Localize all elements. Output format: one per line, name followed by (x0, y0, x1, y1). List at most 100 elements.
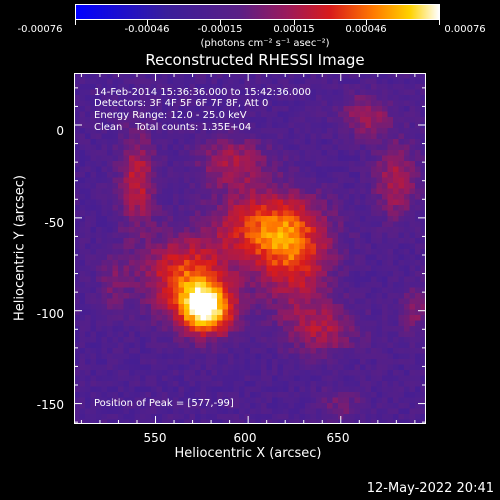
heatmap-cell (305, 260, 311, 266)
heatmap-cell (101, 177, 108, 184)
heatmap-cell (266, 232, 273, 239)
heatmap-cell (184, 353, 190, 360)
heatmap-cell (222, 144, 229, 151)
heatmap-cell (261, 381, 267, 387)
heatmap-cell (228, 375, 234, 382)
heatmap-cell (228, 232, 234, 239)
heatmap-cell (387, 232, 394, 239)
heatmap-cell (189, 122, 196, 129)
heatmap-cell (277, 419, 284, 424)
heatmap-cell (101, 370, 108, 376)
heatmap-cell (123, 293, 130, 299)
heatmap-cell (338, 282, 344, 288)
heatmap-cell (250, 172, 256, 178)
heatmap-cell (305, 293, 311, 299)
colorbar-gradient (76, 5, 439, 19)
heatmap-cell (151, 381, 157, 387)
heatmap-cell (420, 403, 426, 409)
heatmap-cell (96, 419, 102, 424)
heatmap-cell (206, 337, 212, 343)
heatmap-cell (211, 414, 218, 420)
heatmap-cell (332, 298, 339, 305)
heatmap-cell (228, 337, 234, 343)
heatmap-cell (173, 133, 179, 140)
heatmap-cell (85, 331, 91, 338)
heatmap-cell (233, 128, 240, 134)
heatmap-cell (145, 249, 152, 255)
heatmap-cell (178, 177, 185, 184)
heatmap-cell (261, 216, 267, 222)
heatmap-cell (277, 238, 284, 244)
heatmap-cell (277, 254, 284, 261)
heatmap-cell (261, 194, 267, 200)
heatmap-cell (178, 331, 185, 338)
heatmap-cell (354, 84, 361, 90)
heatmap-cell (310, 309, 317, 316)
heatmap-cell (228, 199, 234, 206)
heatmap-cell (233, 397, 240, 404)
heatmap-cell (233, 271, 240, 277)
heatmap-cell (217, 232, 223, 239)
heatmap-cell (195, 293, 201, 299)
heatmap-cell (376, 172, 383, 178)
heatmap-cell (343, 282, 350, 288)
heatmap-cell (261, 161, 267, 167)
heatmap-cell (365, 216, 372, 222)
heatmap-cell (310, 183, 317, 189)
heatmap-cell (118, 238, 124, 244)
heatmap-cell (178, 381, 185, 387)
heatmap-cell (178, 172, 185, 178)
heatmap-cell (354, 155, 361, 162)
heatmap-cell (112, 381, 119, 387)
heatmap-cell (272, 326, 278, 332)
heatmap-cell (327, 144, 333, 151)
heatmap-cell (343, 315, 350, 321)
heatmap-cell (349, 133, 355, 140)
heatmap-cell (173, 111, 179, 118)
heatmap-cell (387, 227, 394, 233)
heatmap-cell (123, 282, 130, 288)
heatmap-cell (321, 100, 328, 107)
heatmap-cell (85, 403, 91, 409)
heatmap-cell (118, 232, 124, 239)
heatmap-cell (360, 392, 366, 398)
heatmap-cell (261, 353, 267, 360)
heatmap-cell (173, 128, 179, 134)
heatmap-cell (354, 375, 361, 382)
heatmap-cell (261, 166, 267, 173)
energy-range-label: Energy Range: 12.0 - 25.0 keV (94, 110, 247, 121)
heatmap-cell (90, 276, 97, 283)
heatmap-cell (162, 348, 168, 354)
heatmap-cell (239, 260, 245, 266)
heatmap-cell (156, 337, 163, 343)
heatmap-cell (354, 293, 361, 299)
heatmap-cell (354, 326, 361, 332)
heatmap-cell (299, 326, 306, 332)
heatmap-cell (90, 111, 97, 118)
heatmap-cell (277, 249, 284, 255)
heatmap-cell (244, 133, 251, 140)
heatmap-cell (151, 353, 157, 360)
heatmap-cell (266, 73, 273, 79)
heatmap-cell (123, 172, 130, 178)
heatmap-cell (222, 216, 229, 222)
heatmap-cell (140, 342, 146, 349)
heatmap-cell (211, 320, 218, 327)
heatmap-cell (134, 221, 141, 228)
heatmap-cell (101, 359, 108, 365)
heatmap-cell (151, 392, 157, 398)
heatmap-cell (404, 205, 410, 211)
heatmap-cell (327, 249, 333, 255)
heatmap-cell (288, 111, 295, 118)
heatmap-cell (173, 205, 179, 211)
heatmap-cell (420, 150, 426, 156)
heatmap-cell (393, 227, 399, 233)
heatmap-cell (327, 161, 333, 167)
heatmap-cell (365, 337, 372, 343)
heatmap-cell (288, 304, 295, 310)
heatmap-cell (134, 194, 141, 200)
heatmap-cell (173, 188, 179, 195)
heatmap-cell (156, 150, 163, 156)
heatmap-cell (327, 89, 333, 96)
heatmap-cell (420, 221, 426, 228)
